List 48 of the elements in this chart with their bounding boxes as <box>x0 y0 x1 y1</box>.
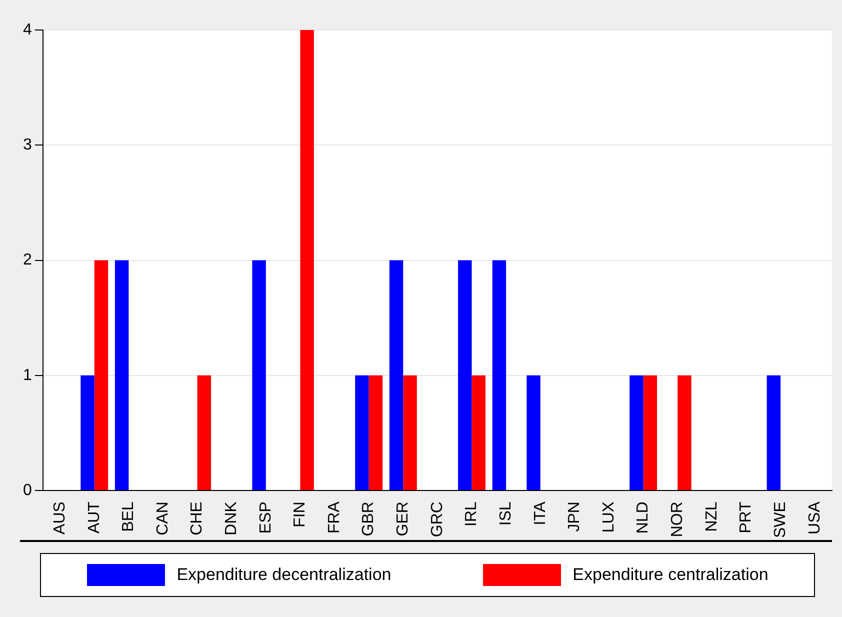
x-tick-label: PRT <box>738 501 755 534</box>
x-tick-label: BEL <box>120 501 138 532</box>
x-tick-label: GRC <box>428 502 446 538</box>
bar <box>197 375 212 490</box>
bar <box>94 260 108 490</box>
x-tick-label: NOR <box>669 502 686 538</box>
bar <box>678 375 692 490</box>
x-tick-label: AUS <box>51 502 68 534</box>
bar <box>114 260 129 490</box>
y-tick-label: 2 <box>22 252 32 269</box>
bar <box>526 375 540 490</box>
bar <box>472 375 486 490</box>
x-tick-label: FIN <box>292 502 309 528</box>
x-tick-label: CAN <box>154 502 172 536</box>
y-tick-label: 0 <box>22 482 32 499</box>
x-tick-label: NLD <box>634 502 652 534</box>
x-tick-label: ISL <box>497 501 514 526</box>
x-tick-label: JPN <box>566 502 584 532</box>
bar <box>355 375 369 490</box>
x-tick-label: USA <box>806 501 824 534</box>
bar <box>492 260 506 490</box>
x-tick-label: DNK <box>223 501 240 536</box>
bar <box>630 375 644 490</box>
bar <box>368 375 383 490</box>
x-tick-label: AUT <box>86 501 103 534</box>
x-tick-label: ESP <box>257 502 274 534</box>
x-tick-label: NZL <box>703 501 720 532</box>
bar <box>300 30 314 490</box>
x-tick-label: IRL <box>463 501 480 526</box>
y-tick-label: 1 <box>22 366 32 384</box>
bar <box>403 375 417 490</box>
x-tick-label: GER <box>394 502 412 536</box>
legend-label: Expenditure centralization <box>572 565 768 585</box>
y-tick-label: 3 <box>22 136 32 154</box>
x-tick-label: GBR <box>360 502 378 536</box>
bar <box>389 260 404 490</box>
bar <box>80 375 94 490</box>
x-tick-label: ITA <box>532 501 549 526</box>
x-tick-label: SWE <box>772 502 789 538</box>
bar <box>458 260 472 490</box>
legend-label: Expenditure decentralization <box>176 565 392 585</box>
x-tick-label: LUX <box>600 501 618 533</box>
y-tick-label: 4 <box>22 21 32 38</box>
x-tick-label: CHE <box>188 502 206 536</box>
x-tick-label: FRA <box>326 501 343 534</box>
bar <box>643 375 658 490</box>
bar <box>252 260 266 490</box>
bar <box>766 375 781 490</box>
